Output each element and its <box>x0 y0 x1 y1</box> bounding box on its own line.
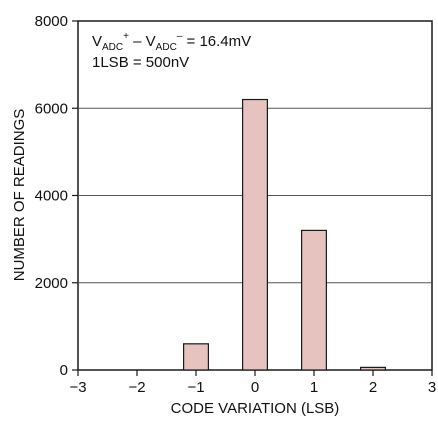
annotation-lsb: 1LSB = 500nV <box>92 54 189 71</box>
x-axis-title: CODE VARIATION (LSB) <box>171 400 340 417</box>
x-tick-label: −2 <box>128 379 145 396</box>
y-tick-label: 4000 <box>35 188 68 205</box>
x-tick-label: 0 <box>251 379 259 396</box>
bar <box>242 98 268 371</box>
y-axis-title: NUMBER OF READINGS <box>11 109 28 282</box>
x-tick-label: 1 <box>310 379 318 396</box>
annotation-voltage: VADC+ – VADC– = 16.4mV <box>92 31 251 53</box>
bar <box>301 229 327 371</box>
bar <box>360 366 386 371</box>
y-tick-label: 0 <box>60 362 68 379</box>
x-tick-label: −1 <box>187 379 204 396</box>
x-axis-ticks: −3 −2 −1 0 1 2 3 <box>69 370 436 396</box>
x-tick-label: 3 <box>428 379 436 396</box>
x-tick-label: 2 <box>369 379 377 396</box>
y-tick-label: 2000 <box>35 275 68 292</box>
x-tick-label: −3 <box>69 379 86 396</box>
bars <box>183 98 386 371</box>
y-tick-label: 6000 <box>35 100 68 117</box>
y-axis-ticks: 0 2000 4000 6000 8000 <box>35 13 78 379</box>
bar <box>183 343 209 371</box>
y-tick-label: 8000 <box>35 13 68 30</box>
